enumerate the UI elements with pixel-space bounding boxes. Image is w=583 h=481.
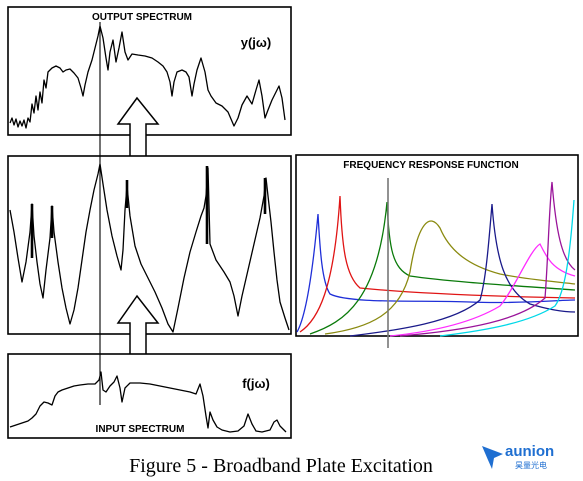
figure-caption: Figure 5 - Broadband Plate Excitation bbox=[129, 455, 433, 477]
modal-response-panel bbox=[7, 155, 292, 335]
output-spectrum-symbol: y(jω) bbox=[241, 35, 271, 50]
input-spectrum-symbol: f(jω) bbox=[242, 376, 270, 391]
frf-curves bbox=[296, 181, 576, 337]
modal-response-frame bbox=[7, 155, 292, 335]
modal-response-trace bbox=[9, 163, 290, 333]
resonance-spikes bbox=[30, 166, 267, 258]
frf-curve-5 bbox=[349, 203, 576, 337]
output-spectrum-trace bbox=[9, 25, 286, 129]
frf-curve-1 bbox=[296, 213, 576, 333]
frf-panel: FREQUENCY RESPONSE FUNCTION bbox=[295, 154, 579, 348]
watermark-brand: aunion bbox=[505, 443, 554, 460]
frf-curve-6 bbox=[389, 243, 576, 337]
watermark-logo: aunion 昊量光电 bbox=[482, 443, 554, 470]
input-spectrum-panel: f(jω) INPUT SPECTRUM bbox=[7, 353, 292, 439]
frf-curve-2 bbox=[299, 195, 576, 333]
output-spectrum-title: OUTPUT SPECTRUM bbox=[92, 12, 192, 23]
paper-plane-icon bbox=[482, 446, 503, 469]
input-spectrum-trace bbox=[9, 371, 287, 433]
watermark-subtitle: 昊量光电 bbox=[515, 460, 547, 470]
frf-frame bbox=[295, 154, 579, 337]
frf-title: FREQUENCY RESPONSE FUNCTION bbox=[343, 160, 518, 171]
input-spectrum-title: INPUT SPECTRUM bbox=[96, 424, 185, 435]
frf-curve-7 bbox=[399, 181, 576, 337]
frf-curve-8 bbox=[439, 199, 575, 337]
frf-curve-3 bbox=[309, 201, 576, 335]
